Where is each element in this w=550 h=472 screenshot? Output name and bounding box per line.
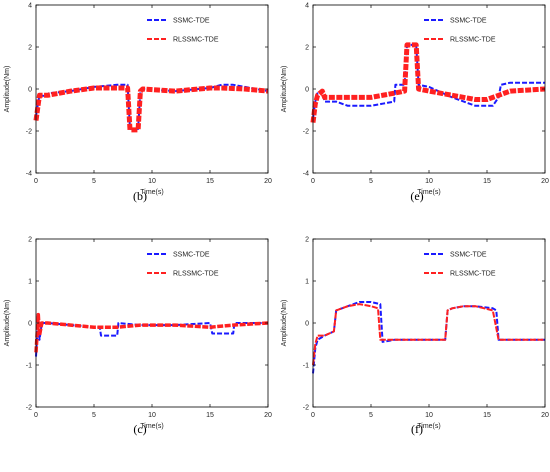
x-axis-title: Time(s): [417, 189, 440, 196]
y-tick-label: 4: [28, 3, 32, 10]
x-tick-label: 0: [311, 412, 315, 419]
y-tick-label: 1: [305, 279, 309, 286]
x-tick-label: 10: [148, 178, 156, 185]
legend-entry-label: RLSSMC-TDE: [450, 271, 496, 278]
legend-entry-label: SSMC-TDE: [173, 252, 210, 259]
series-line-rlssmc-tde: [310, 42, 546, 123]
legend-box: [143, 11, 265, 47]
y-axis-title: Amplitude(Nm): [4, 66, 11, 113]
x-tick-label: 20: [541, 178, 549, 185]
y-tick-label: 2: [28, 237, 32, 244]
legend-box: [420, 245, 542, 281]
y-tick-label: -2: [303, 129, 309, 136]
legend-box: [420, 11, 542, 47]
x-tick-label: 5: [369, 412, 373, 419]
y-tick-label: -2: [26, 405, 32, 412]
y-tick-label: -2: [26, 129, 32, 136]
panel-label: (f): [411, 422, 423, 436]
x-tick-label: 10: [148, 412, 156, 419]
legend: SSMC-TDE RLSSMC-TDE: [420, 11, 542, 47]
y-tick-label: 2: [28, 45, 32, 52]
y-tick-label: 1: [28, 279, 32, 286]
x-tick-label: 15: [483, 178, 491, 185]
y-axis-title: Amplitude(Nm): [4, 300, 11, 347]
x-tick-label: 0: [311, 178, 315, 185]
x-axis-title: Time(s): [140, 189, 163, 196]
x-tick-label: 10: [425, 412, 433, 419]
y-tick-label: -1: [303, 363, 309, 370]
y-tick-label: -1: [26, 363, 32, 370]
chart-panel: 0 5 10 15 20 -2 -1 0 1 2 Time(s) Amplitude(Nm) SSMC-…: [281, 237, 549, 437]
panel-label: (b): [133, 189, 147, 203]
x-axis-title: Time(s): [140, 423, 163, 430]
chart-panel: 0 5 10 15 20 -4 -2 0 2 4 Time(s) Amplitude(Nm) SSMC-…: [281, 3, 549, 204]
panel-label: (c): [133, 422, 146, 436]
series-line-ssmc-tde: [312, 301, 545, 374]
x-tick-label: 15: [206, 178, 214, 185]
x-tick-label: 15: [206, 412, 214, 419]
x-tick-label: 0: [34, 412, 38, 419]
legend-entry-label: RLSSMC-TDE: [173, 271, 219, 278]
legend-entry-label: RLSSMC-TDE: [173, 37, 219, 44]
x-tick-label: 0: [34, 178, 38, 185]
series-line-rlssmc-tde: [34, 312, 269, 353]
y-axis-title: Amplitude(Nm): [281, 66, 288, 113]
y-tick-label: 0: [305, 321, 309, 328]
x-tick-label: 20: [541, 412, 549, 419]
y-tick-label: -4: [26, 171, 32, 178]
x-tick-label: 20: [264, 412, 272, 419]
series-line-rlssmc-tde: [312, 303, 545, 366]
legend-entry-label: SSMC-TDE: [450, 252, 487, 259]
y-tick-label: 0: [28, 87, 32, 94]
legend: SSMC-TDE RLSSMC-TDE: [143, 245, 265, 281]
y-tick-label: 4: [305, 3, 309, 10]
y-axis-title: Amplitude(Nm): [281, 300, 288, 347]
x-axis-title: Time(s): [417, 423, 440, 430]
y-tick-label: 2: [305, 45, 309, 52]
series-line-rlssmc-tde: [33, 85, 269, 133]
legend-entry-label: SSMC-TDE: [450, 18, 487, 25]
x-tick-label: 5: [92, 412, 96, 419]
x-tick-label: 5: [92, 178, 96, 185]
chart-panel: 0 5 10 15 20 -4 -2 0 2 4 Time(s) Amplitude(Nm) SSMC-…: [4, 3, 272, 204]
y-tick-label: -2: [303, 405, 309, 412]
y-tick-label: 2: [305, 237, 309, 244]
legend: SSMC-TDE RLSSMC-TDE: [143, 11, 265, 47]
legend-entry-label: RLSSMC-TDE: [450, 37, 496, 44]
y-tick-label: 0: [28, 321, 32, 328]
chart-panel: 0 5 10 15 20 -2 -1 0 1 2 Time(s) Amplitude(Nm) SSMC-…: [4, 237, 272, 437]
x-tick-label: 20: [264, 178, 272, 185]
x-tick-label: 15: [483, 412, 491, 419]
legend: SSMC-TDE RLSSMC-TDE: [420, 245, 542, 281]
series-line-ssmc-tde: [35, 313, 268, 357]
panel-label: (e): [410, 189, 423, 203]
legend-box: [143, 245, 265, 281]
x-tick-label: 10: [425, 178, 433, 185]
y-tick-label: -4: [303, 171, 309, 178]
y-tick-label: 0: [305, 87, 309, 94]
legend-entry-label: SSMC-TDE: [173, 18, 210, 25]
x-tick-label: 5: [369, 178, 373, 185]
